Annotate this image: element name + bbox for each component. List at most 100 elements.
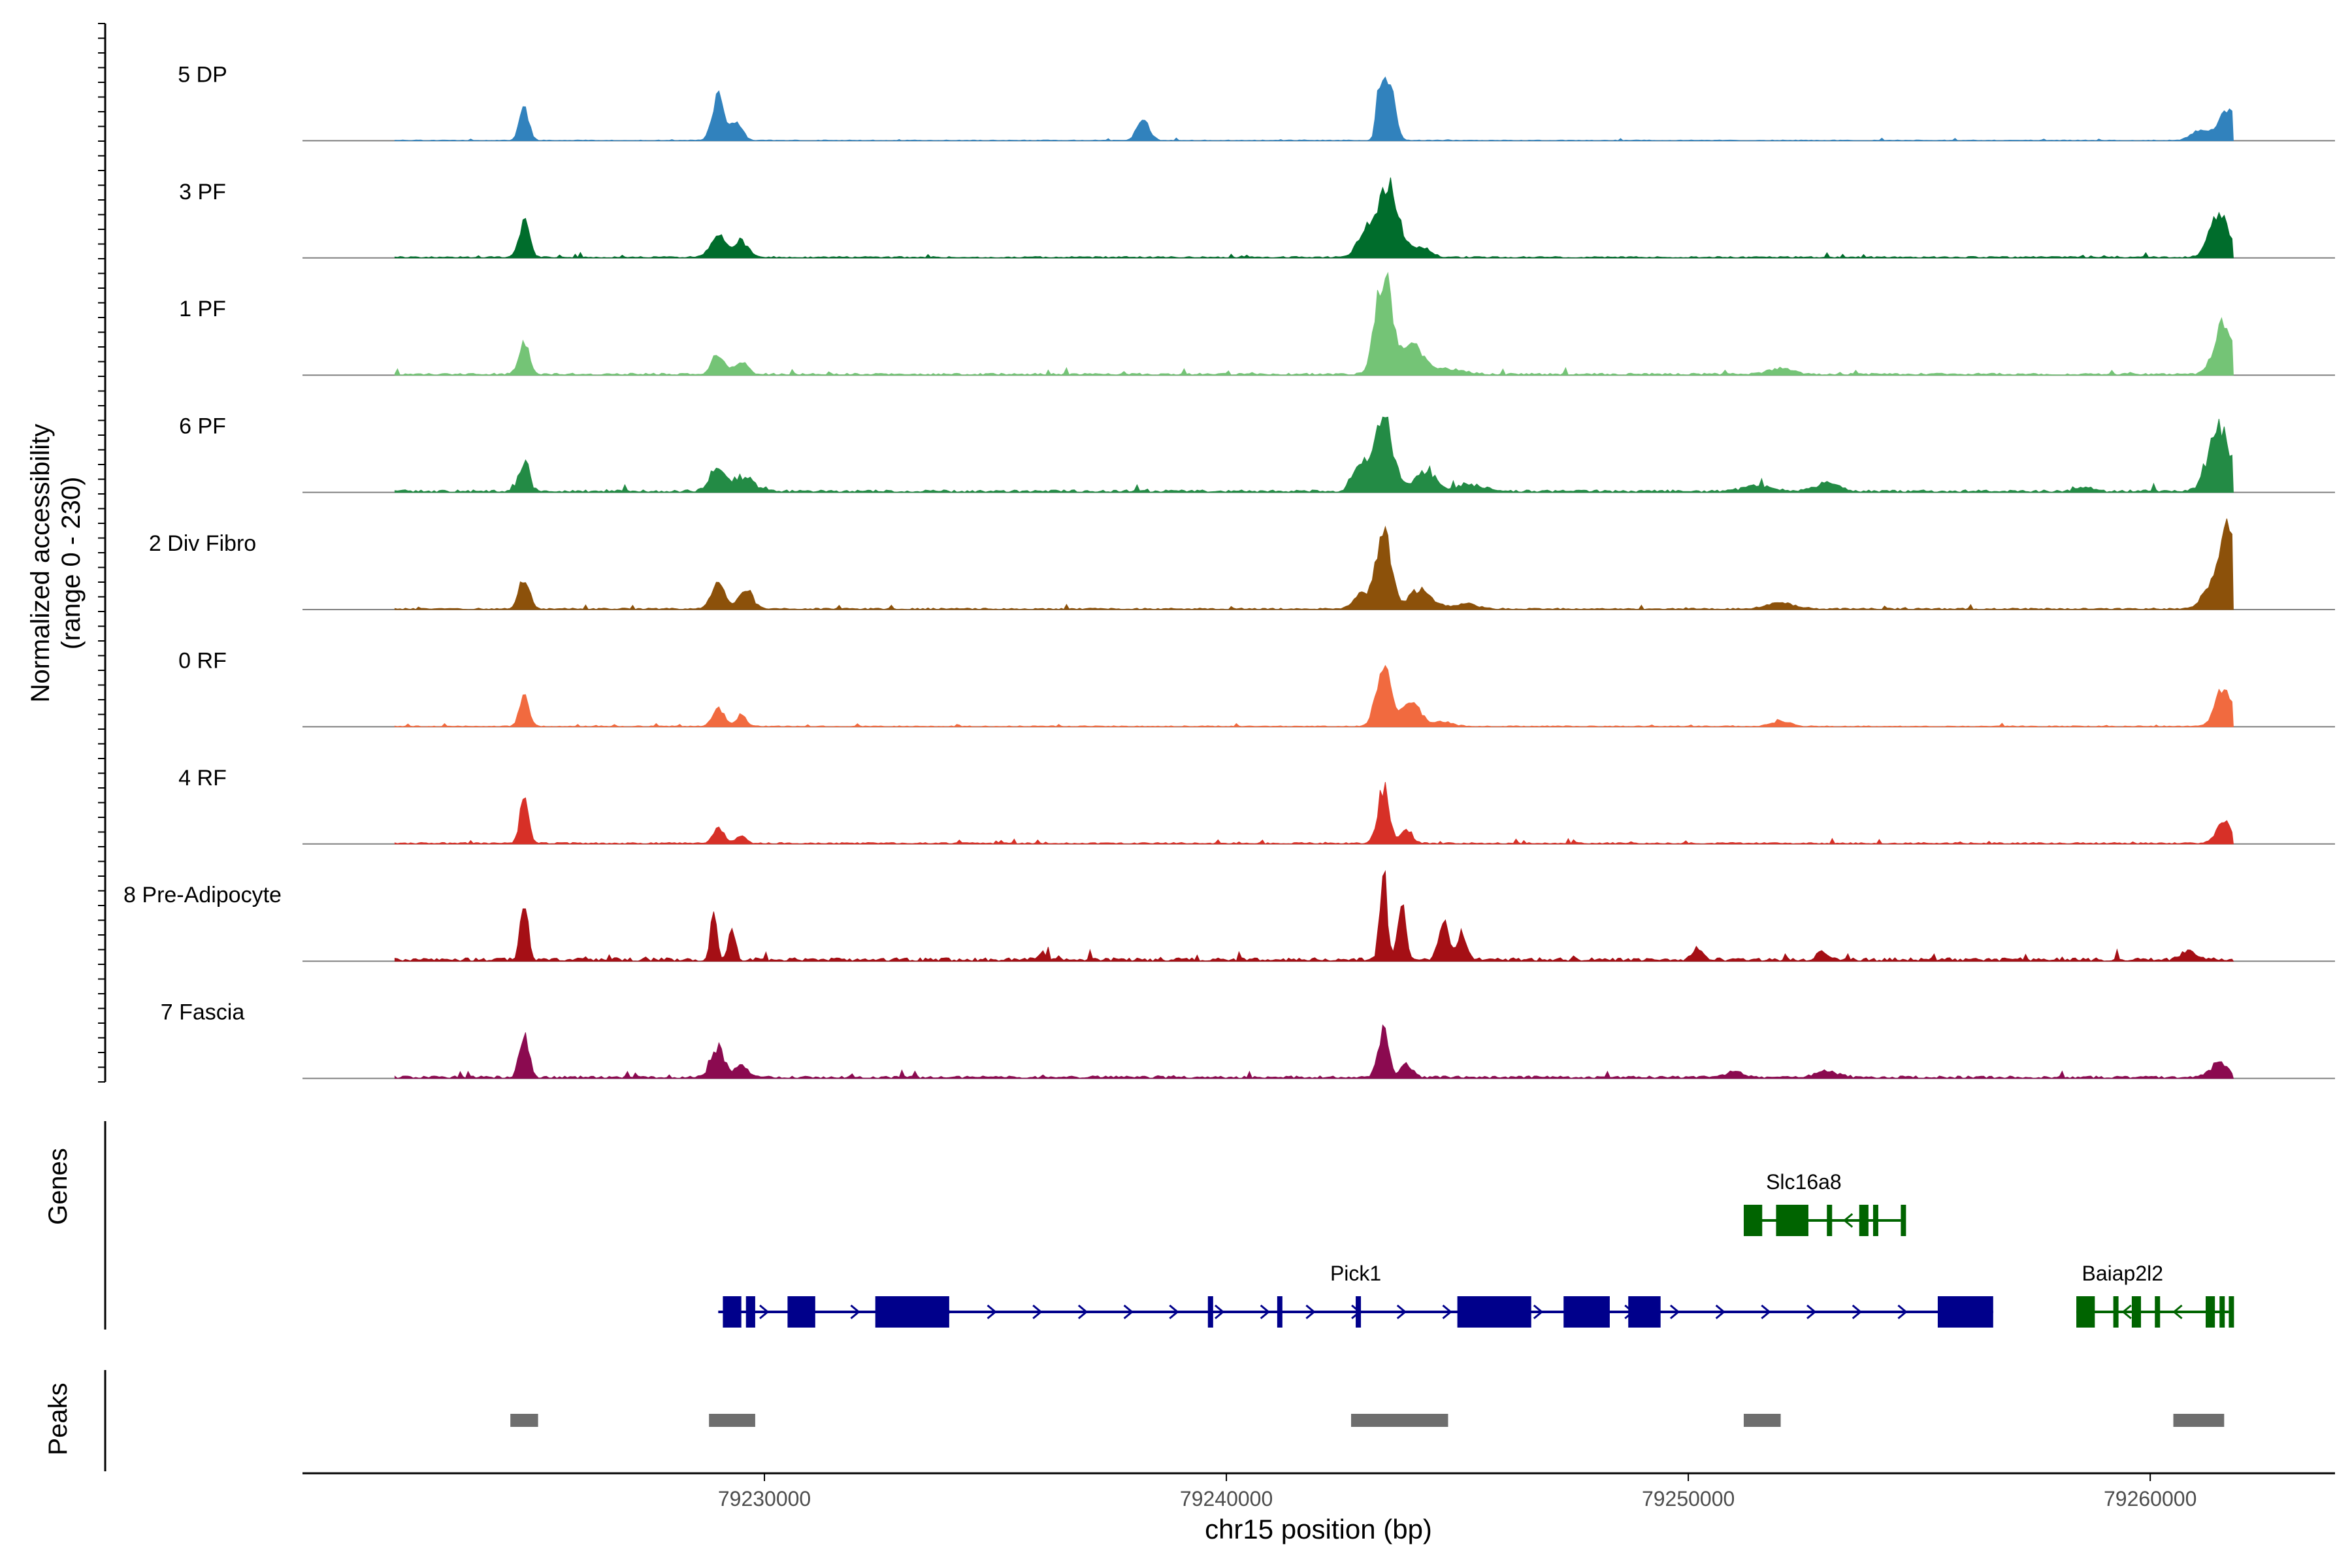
coverage-area	[394, 518, 2234, 610]
track-2: 3 PF	[179, 177, 2335, 259]
strand-arrow	[1852, 1304, 1863, 1320]
track-8: 8 Pre-Adipocyte	[123, 870, 2335, 962]
strand-arrow	[1715, 1304, 1725, 1320]
gene-exon	[1827, 1205, 1833, 1236]
track-label: 1 PF	[179, 297, 226, 321]
genes-axis-label: Genes	[44, 1148, 73, 1225]
track-3: 1 PF	[179, 271, 2335, 376]
track-label: 0 RF	[178, 648, 227, 673]
gene-exon	[1563, 1296, 1610, 1328]
gene-name-label: Baiap2l2	[2082, 1262, 2163, 1285]
x-tick-label: 79250000	[1642, 1487, 1735, 1511]
strand-arrow	[850, 1304, 860, 1320]
gene-name-label: Slc16a8	[1766, 1170, 1842, 1194]
strand-arrow	[2121, 1304, 2132, 1320]
peak-region	[510, 1414, 538, 1427]
y-axis-range-label: (range 0 - 230)	[57, 477, 86, 650]
x-tick-label: 79260000	[2104, 1487, 2197, 1511]
gene-name-label: Pick1	[1330, 1262, 1381, 1285]
y-axis-label: Normalized accessibility	[26, 424, 55, 703]
strand-arrow	[1260, 1304, 1271, 1320]
gene-exon	[1872, 1205, 1878, 1236]
coverage-area	[394, 416, 2234, 493]
x-tick-label: 79240000	[1180, 1487, 1273, 1511]
strand-arrow	[759, 1304, 770, 1320]
track-label: 2 Div Fibro	[149, 531, 256, 556]
coverage-area	[394, 870, 2234, 962]
coverage-area	[394, 1024, 2234, 1079]
strand-arrow	[1396, 1304, 1407, 1320]
track-label: 5 DP	[178, 62, 227, 87]
coverage-tracks: 5 DP 3 PF 1 PF 6 PF 2 Div Fibro 0 RF 4 RF 8 Pre…	[123, 62, 2335, 1079]
strand-arrow	[1533, 1304, 1544, 1320]
coverage-area	[394, 782, 2234, 845]
coverage-area	[394, 664, 2234, 727]
strand-arrow	[1806, 1304, 1817, 1320]
strand-arrow	[1842, 1213, 1854, 1228]
gene-exon	[1628, 1296, 1661, 1328]
track-4: 6 PF	[179, 414, 2335, 493]
track-label: 7 Fascia	[161, 1000, 245, 1025]
gene-exon	[2155, 1296, 2161, 1328]
strand-arrow	[987, 1304, 997, 1320]
gene-exon	[1901, 1205, 1906, 1236]
strand-arrow	[1215, 1304, 1225, 1320]
track-label: 3 PF	[179, 180, 226, 204]
gene-exon	[745, 1296, 755, 1328]
genes-panel: Genes Pick1 Slc16a8 Baiap2l2	[44, 1121, 2234, 1330]
peak-region	[1350, 1414, 1448, 1427]
gene-models: Pick1 Slc16a8 Baiap2l2	[718, 1170, 2234, 1328]
x-tick-label: 79230000	[718, 1487, 811, 1511]
track-1: 5 DP	[178, 62, 2335, 142]
peaks-panel: Peaks	[44, 1370, 2225, 1471]
gene-exon	[2113, 1296, 2119, 1328]
gene-exon	[1859, 1205, 1869, 1236]
strand-arrow	[2172, 1304, 2183, 1320]
gene-exon	[1356, 1296, 1362, 1328]
gene-exon	[2229, 1296, 2234, 1328]
gene-slc16a8: Slc16a8	[1743, 1170, 1906, 1236]
x-axis-ticks: 79230000 79240000 79250000 79260000	[718, 1473, 2197, 1511]
gene-exon	[2219, 1296, 2225, 1328]
track-7: 4 RF	[178, 766, 2335, 845]
gene-exon	[723, 1296, 742, 1328]
coverage-area	[394, 271, 2234, 376]
coverage-area	[394, 177, 2234, 259]
y-axis-title: Normalized accessibility (range 0 - 230)	[26, 424, 86, 703]
coverage-area	[394, 76, 2234, 141]
strand-arrow	[1123, 1304, 1134, 1320]
gene-exon	[2076, 1296, 2095, 1328]
strand-arrow	[1305, 1304, 1316, 1320]
peak-region	[709, 1414, 755, 1427]
gene-exon	[1277, 1296, 1282, 1328]
strand-arrow	[1077, 1304, 1088, 1320]
peak-regions	[510, 1414, 2225, 1427]
gene-exon	[875, 1296, 949, 1328]
strand-arrow	[1669, 1304, 1680, 1320]
peak-region	[1743, 1414, 1781, 1427]
strand-arrow	[1897, 1304, 1908, 1320]
strand-arrow	[1442, 1304, 1452, 1320]
gene-exon	[2206, 1296, 2215, 1328]
gene-exon	[1937, 1296, 1993, 1328]
peak-region	[2173, 1414, 2225, 1427]
track-9: 7 Fascia	[161, 1000, 2335, 1079]
gene-pick1: Pick1	[718, 1262, 1993, 1328]
gene-exon	[1743, 1205, 1763, 1236]
strand-arrow	[1169, 1304, 1179, 1320]
track-label: 8 Pre-Adipocyte	[123, 883, 282, 907]
track-label: 6 PF	[179, 414, 226, 439]
peaks-axis-label: Peaks	[44, 1382, 73, 1455]
strand-arrow	[1761, 1304, 1771, 1320]
gene-exon	[2131, 1296, 2142, 1328]
x-axis: 79230000 79240000 79250000 79260000 chr15 p…	[302, 1472, 2335, 1544]
track-label: 4 RF	[178, 766, 227, 791]
x-axis-label: chr15 position (bp)	[1205, 1514, 1432, 1544]
gene-baiap2l2: Baiap2l2	[2076, 1262, 2234, 1328]
gene-exon	[1776, 1205, 1808, 1236]
strand-arrow	[1032, 1304, 1043, 1320]
gene-exon	[1207, 1296, 1213, 1328]
gene-exon	[1457, 1296, 1531, 1328]
track-6: 0 RF	[178, 648, 2335, 728]
